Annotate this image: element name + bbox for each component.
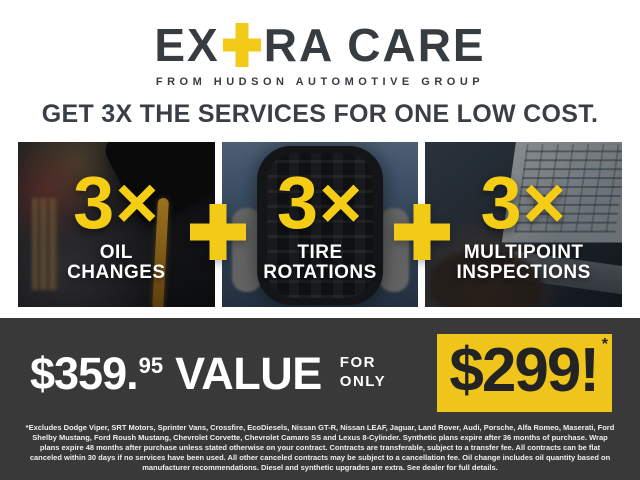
- plus-icon: [394, 204, 450, 260]
- extra-care-logo: EX RA CARE: [0, 20, 640, 70]
- sale-price: $299!: [449, 336, 600, 405]
- for-only-label: FOR ONLY: [340, 354, 386, 392]
- service-panel-multipoint-inspections: 3× MULTIPOINT INSPECTIONS: [425, 141, 623, 307]
- tire-shape: [257, 146, 383, 305]
- photo-dark-overlay: [221, 141, 419, 307]
- logo-subtitle: FROM HUDSON AUTOMOTIVE GROUP: [155, 76, 485, 88]
- oil-pour-photo: [18, 141, 215, 307]
- logo-text-ra-care: RA CARE: [263, 19, 486, 71]
- hands-shape: [429, 250, 544, 307]
- value-cents: 95: [138, 352, 164, 378]
- value-price: $359.95: [30, 351, 163, 396]
- offer-row: $359.95 VALUE FOR ONLY $299! *: [0, 318, 640, 414]
- label-line: OIL: [99, 241, 133, 263]
- disclaimer: *Excludes Dodge Viper, SRT Motors, Sprin…: [25, 423, 615, 472]
- plus-icon: [223, 23, 261, 67]
- service-panels: 3× OIL CHANGES 3× TIRE ROTATIONS: [18, 141, 623, 307]
- price-asterisk-icon: *: [601, 336, 608, 353]
- service-panel-oil-changes: 3× OIL CHANGES: [18, 141, 215, 307]
- logo-text-ex: EX: [154, 19, 220, 71]
- value-dot: .: [126, 347, 138, 399]
- label-line: TIRE: [297, 241, 343, 263]
- header: EX RA CARE FROM HUDSON AUTOMOTIVE GROUP …: [0, 0, 640, 129]
- plus-icon: [190, 204, 246, 260]
- multiplier-oil: 3×: [73, 161, 160, 245]
- label-line: ROTATIONS: [263, 262, 377, 284]
- label-line: CHANGES: [67, 262, 166, 284]
- label-tire-rotations: TIRE ROTATIONS: [263, 241, 377, 284]
- value-word: VALUE: [175, 347, 322, 399]
- photo-dark-overlay: [425, 141, 623, 307]
- panel-text-tire: 3× TIRE ROTATIONS: [222, 142, 419, 307]
- only-word: ONLY: [339, 373, 387, 390]
- photo-dark-overlay: [18, 141, 215, 307]
- value-dollars: $359: [30, 347, 127, 399]
- panel-text-oil: 3× OIL CHANGES: [18, 142, 215, 307]
- label-line: MULTIPOINT: [463, 241, 584, 263]
- label-multipoint-inspections: MULTIPOINT INSPECTIONS: [456, 241, 591, 284]
- label-oil-changes: OIL CHANGES: [67, 241, 166, 284]
- multiplier-inspections: 3×: [480, 161, 567, 245]
- sale-price-box: $299! *: [437, 334, 612, 412]
- multiplier-tire: 3×: [276, 161, 364, 245]
- engine-parts-shape: [32, 197, 58, 290]
- for-word: FOR: [339, 354, 376, 372]
- laptop-inspection-photo: [425, 141, 623, 307]
- offer-bar: $359.95 VALUE FOR ONLY $299! * *Excludes…: [0, 318, 640, 480]
- label-line: INSPECTIONS: [456, 262, 591, 284]
- service-panel-tire-rotations: 3× TIRE ROTATIONS: [221, 141, 419, 307]
- panel-text-inspections: 3× MULTIPOINT INSPECTIONS: [425, 142, 622, 307]
- headline: GET 3X THE SERVICES FOR ONE LOW COST.: [41, 100, 599, 128]
